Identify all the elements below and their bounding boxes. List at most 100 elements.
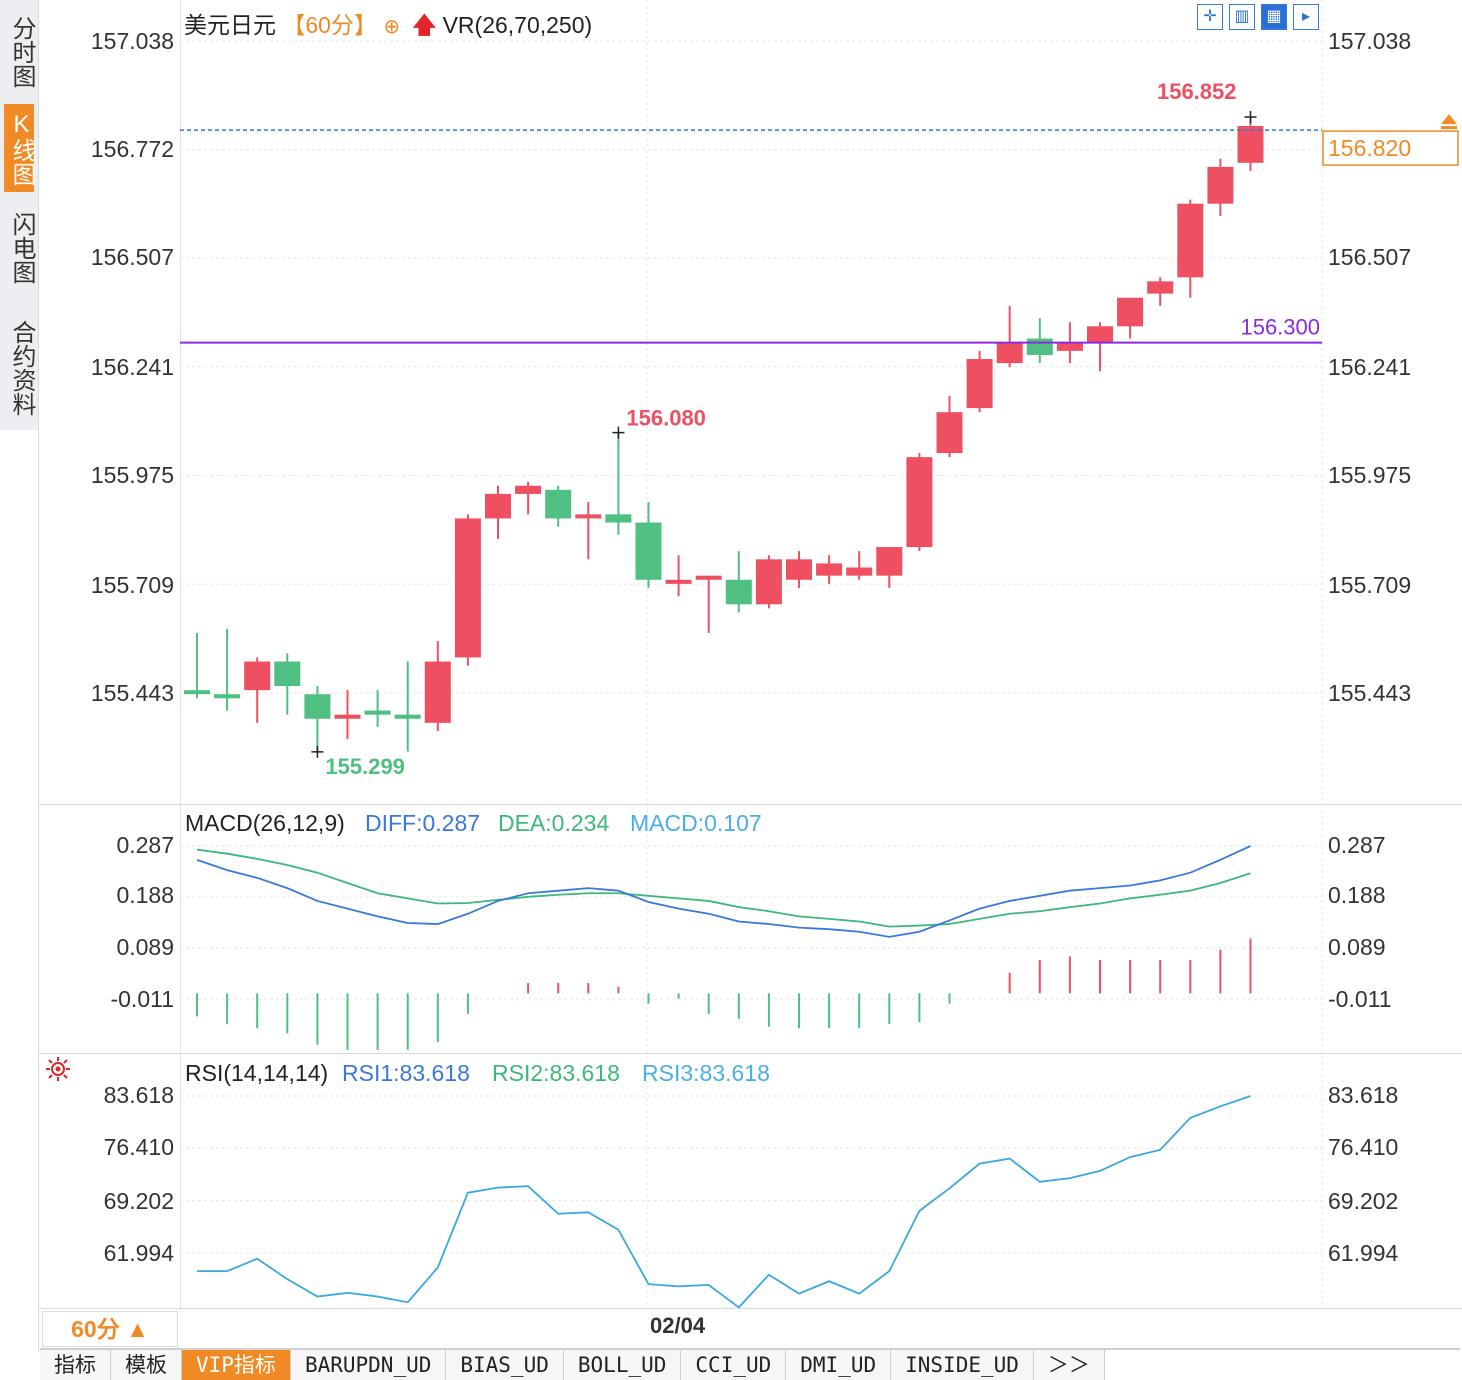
candle-body (876, 547, 903, 576)
rsi1-value: RSI1:83.618 (342, 1060, 470, 1086)
y-tick-label: 69.202 (1328, 1188, 1398, 1214)
y-tick-label: -0.011 (1328, 986, 1392, 1012)
macd-y-axis-right: 0.287 0.188 0.089 -0.011 (1328, 832, 1392, 1012)
rsi1-line (197, 1095, 1251, 1309)
period-selector[interactable]: 60分 ▲ (42, 1311, 178, 1347)
current-price-box (1322, 130, 1459, 166)
low-price-label: 155.299 (325, 754, 405, 779)
y-tick-label: 83.618 (1328, 1082, 1398, 1108)
candle-style-icon[interactable]: ▦ (1261, 4, 1287, 30)
candle (334, 690, 361, 740)
candle-body (1117, 297, 1144, 327)
symbol-name: 美元日元 (184, 12, 276, 38)
vr-indicator-label[interactable]: VR(26,70,250) (442, 12, 593, 38)
tab-boll[interactable]: BOLL_UD (563, 1350, 682, 1380)
macd-macd-value: MACD:0.107 (630, 810, 762, 836)
y-tick-label: 0.089 (116, 934, 174, 960)
tab-contract-info[interactable]: 合约资料 (8, 320, 35, 416)
frame-left-border (38, 0, 39, 1352)
tab-barupdn[interactable]: BARUPDN_UD (290, 1350, 447, 1380)
candle (786, 551, 812, 588)
candle-body (755, 559, 782, 605)
rsi3-value: RSI3:83.618 (642, 1060, 770, 1086)
tab-more-button[interactable]: ＞＞ (1033, 1350, 1105, 1380)
macd-diff-value: DIFF:0.287 (365, 810, 480, 836)
chart-canvas: 157.038 156.772 156.507 156.241 155.975 … (46, 0, 1459, 1309)
tab-indicators[interactable]: 指标 (40, 1350, 111, 1380)
candle (816, 555, 843, 584)
add-indicator-icon[interactable]: ⊕ (383, 16, 401, 38)
next-icon[interactable]: ▸ (1293, 4, 1319, 30)
x-axis-date-label: 02/04 (650, 1313, 706, 1338)
candle-body (725, 579, 752, 605)
candle (244, 657, 271, 723)
frame-axis-border (180, 0, 181, 1310)
indicator-tab-bar: 指标 模板 VIP指标 BARUPDN_UD BIAS_UD BOLL_UD C… (40, 1350, 1105, 1380)
y-tick-label: 155.443 (91, 680, 174, 706)
tab-templates[interactable]: 模板 (111, 1350, 182, 1380)
candle-body (695, 575, 722, 580)
rsi-series (180, 1095, 1322, 1309)
rsi-legend: RSI(14,14,14) RSI1:83.618 RSI2:83.618 RS… (185, 1060, 770, 1086)
tab-flash[interactable]: 闪电图 (8, 212, 35, 284)
candle (665, 555, 692, 597)
candle (695, 575, 722, 633)
candle-body (1177, 203, 1204, 278)
y-tick-label: -0.011 (110, 986, 174, 1012)
candle-body (304, 694, 331, 719)
period-label[interactable]: 【60分】 (282, 12, 377, 38)
tab-bias[interactable]: BIAS_UD (446, 1350, 564, 1380)
level-line-label: 156.300 (1240, 315, 1320, 340)
tab-inside[interactable]: INSIDE_UD (891, 1350, 1034, 1380)
grid (180, 0, 1323, 1308)
candles (184, 117, 1264, 752)
y-tick-label: 69.202 (104, 1188, 174, 1214)
candle-body (966, 359, 993, 409)
y-tick-label: 155.443 (1328, 680, 1411, 706)
candle (394, 661, 421, 752)
macd-series (180, 845, 1322, 1050)
candle-body (1147, 281, 1174, 294)
high-price-label: 156.852 (1157, 79, 1237, 104)
tab-cci[interactable]: CCI_UD (681, 1350, 787, 1380)
rsi2-value: RSI2:83.618 (492, 1060, 620, 1086)
tab-dmi[interactable]: DMI_UD (786, 1350, 892, 1380)
candle (304, 686, 331, 752)
candle (1087, 322, 1113, 372)
y-tick-label: 155.975 (91, 462, 174, 488)
crosshair-icon[interactable]: ✛ (1197, 4, 1223, 30)
rsi-title[interactable]: RSI(14,14,14) (185, 1060, 328, 1086)
candle (876, 547, 903, 588)
y-tick-label: 0.287 (116, 832, 174, 858)
candle (575, 502, 602, 560)
candle-body (816, 563, 843, 576)
y-tick-label: 61.994 (1328, 1240, 1399, 1266)
candle (936, 395, 963, 458)
rsi-settings-icon[interactable] (46, 1057, 70, 1081)
candle-body (364, 710, 391, 715)
panel-separator-footer (38, 1308, 1462, 1309)
candle (214, 628, 241, 711)
candle (424, 641, 451, 732)
y-tick-label: 0.287 (1328, 832, 1386, 858)
bar-style-icon[interactable]: ▥ (1229, 4, 1255, 30)
candle-body (1056, 342, 1083, 351)
y-tick-label: 83.618 (104, 1082, 174, 1108)
macd-title[interactable]: MACD(26,12,9) (185, 810, 345, 836)
candle-body (605, 514, 632, 523)
current-price-label: 156.820 (1328, 135, 1411, 161)
candle (274, 653, 301, 715)
candle (485, 485, 511, 539)
current-price-arrow-icon (1441, 114, 1457, 130)
candle-body (485, 493, 511, 519)
candle (635, 502, 662, 588)
tab-vip-indicators[interactable]: VIP指标 (182, 1350, 291, 1380)
red-arrow-up-icon[interactable]: 🡅 (412, 12, 437, 38)
tab-time-sharing[interactable]: 分时图 (8, 16, 35, 88)
panel-separator-rsi (38, 1053, 1462, 1054)
tab-kline[interactable]: K线图 (4, 104, 35, 192)
candle (1147, 277, 1174, 306)
y-tick-label: 76.410 (1328, 1134, 1398, 1160)
candle-body (906, 457, 933, 548)
main-annotations: 156.300 156.820 156.852 156.080 155.299 (180, 79, 1459, 779)
